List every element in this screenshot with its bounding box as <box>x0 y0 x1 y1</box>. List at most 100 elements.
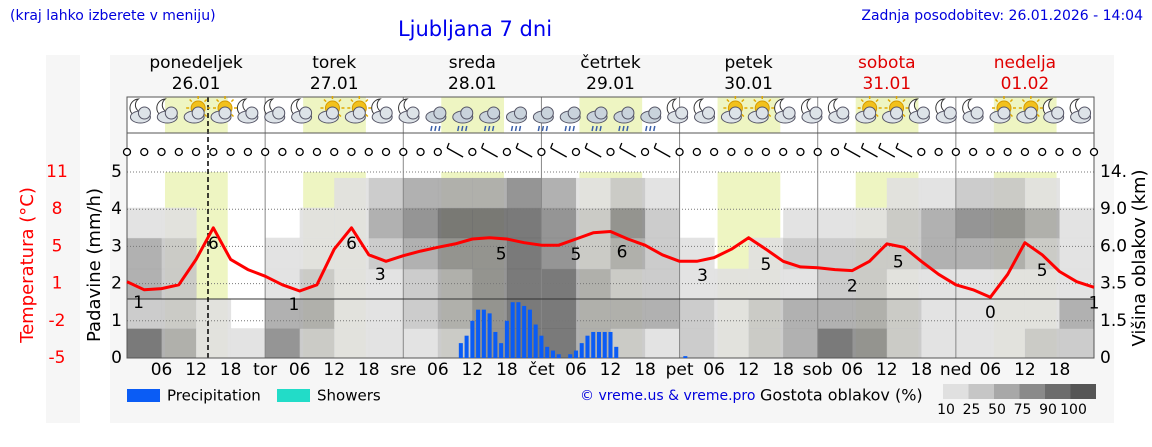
wind-calm <box>226 147 235 157</box>
precip-bar <box>504 320 509 358</box>
cloud-cell <box>127 207 163 239</box>
precip-bar <box>493 331 498 358</box>
weather-icon <box>586 106 608 132</box>
x-tick-label: 06 <box>427 360 449 380</box>
cloud <box>272 106 286 120</box>
weather-icon <box>290 98 313 124</box>
precip-bar <box>550 350 555 358</box>
cloud-cell <box>334 268 370 299</box>
x-tick-label: ned <box>940 360 972 380</box>
cloud-legend-label: 10 <box>937 402 955 418</box>
cloud-cell <box>921 207 957 239</box>
x-tick-label: 18 <box>220 360 242 380</box>
sun-ray <box>875 113 879 118</box>
day-date: 27.01 <box>310 74 359 94</box>
day-date: 31.01 <box>862 74 911 94</box>
cloud-cell <box>783 268 819 299</box>
sun-ray <box>875 98 879 103</box>
wind-calm <box>951 147 961 157</box>
cloud-cell <box>921 298 957 329</box>
wind-calm <box>330 147 339 157</box>
wind-barb <box>446 142 450 149</box>
temp-label: 3 <box>375 265 386 285</box>
weather-icon <box>344 96 372 124</box>
cloud-cell <box>886 177 922 209</box>
wind-calm <box>917 147 926 157</box>
cloud-cell <box>506 268 542 299</box>
wind-calm <box>779 147 788 157</box>
cloud-cell <box>1059 298 1095 329</box>
y-tick-label: 2 <box>111 274 122 294</box>
rain-drop <box>626 125 629 132</box>
precip-bar <box>568 354 573 358</box>
wind-calm <box>502 147 512 157</box>
day-name: sreda <box>449 53 496 73</box>
day-name: ponedeljek <box>149 53 243 73</box>
wind-barb <box>619 142 623 149</box>
precip-bar <box>556 354 561 358</box>
wind-calm <box>640 147 650 157</box>
cloud-legend-swatch <box>1070 384 1096 399</box>
cloud-tick-label: 6.0 <box>1100 236 1127 256</box>
wind-calm <box>209 147 218 157</box>
cloud-cell <box>437 207 473 239</box>
temp-label: 5 <box>1037 261 1048 281</box>
wind-calm <box>295 147 304 157</box>
cloud-cell <box>403 328 439 359</box>
cloud-cell <box>575 298 611 329</box>
cloud-cell <box>783 207 819 239</box>
weather-icon <box>129 98 151 124</box>
rain-drop <box>510 125 514 132</box>
day-date: 26.01 <box>172 74 221 94</box>
wind-calm <box>761 147 771 157</box>
sun-ray <box>365 98 369 103</box>
wind-calm <box>675 147 684 157</box>
cloud <box>433 106 447 120</box>
cloud-cell <box>541 298 577 329</box>
cloud-cell <box>679 237 715 270</box>
sun-ray <box>203 113 208 118</box>
cloud-cell <box>472 237 508 270</box>
cloud-cell <box>990 177 1026 209</box>
legend-swatch <box>127 389 160 402</box>
cloud-cell <box>610 298 646 329</box>
x-tick-label: 18 <box>911 360 933 380</box>
precip-bar <box>522 305 527 358</box>
wind-calm <box>260 147 270 157</box>
cloud-cell <box>852 268 888 299</box>
cloud-cell <box>299 207 335 239</box>
rain-drop <box>487 125 491 132</box>
precip-bar <box>545 346 550 358</box>
sun-ray <box>887 98 891 103</box>
cloud <box>299 106 313 120</box>
wind-barb <box>878 142 882 149</box>
cloud-cell <box>679 298 715 329</box>
cloud-cell <box>783 328 819 359</box>
sun-ray <box>902 113 906 118</box>
cloud <box>648 106 662 120</box>
sun-ray <box>1009 113 1014 118</box>
wind-calm <box>278 147 287 157</box>
day-name: sobota <box>858 53 916 73</box>
precip-bar <box>476 309 481 358</box>
cloud-cell <box>196 328 232 359</box>
wind-calm <box>416 147 425 157</box>
wind-barb <box>584 147 602 158</box>
wind-calm <box>312 147 322 157</box>
cloud-cell <box>437 268 473 299</box>
x-tick-label: 12 <box>876 360 898 380</box>
cloud <box>191 106 205 120</box>
temp-label: 0 <box>985 303 996 323</box>
cloud <box>1024 106 1038 120</box>
rain-drop <box>483 125 487 132</box>
x-tick-label: 18 <box>634 360 656 380</box>
precip-bar <box>487 313 492 358</box>
weather-icon <box>640 106 662 132</box>
wind-calm <box>381 147 391 157</box>
cloud-cell <box>541 237 577 270</box>
temp-axis-title: Temperatura (°C) <box>17 187 38 344</box>
temp-label: 6 <box>208 234 219 254</box>
y-tick-label: 3 <box>111 236 122 256</box>
sun-ray <box>230 113 235 118</box>
sun-ray <box>1036 98 1040 103</box>
